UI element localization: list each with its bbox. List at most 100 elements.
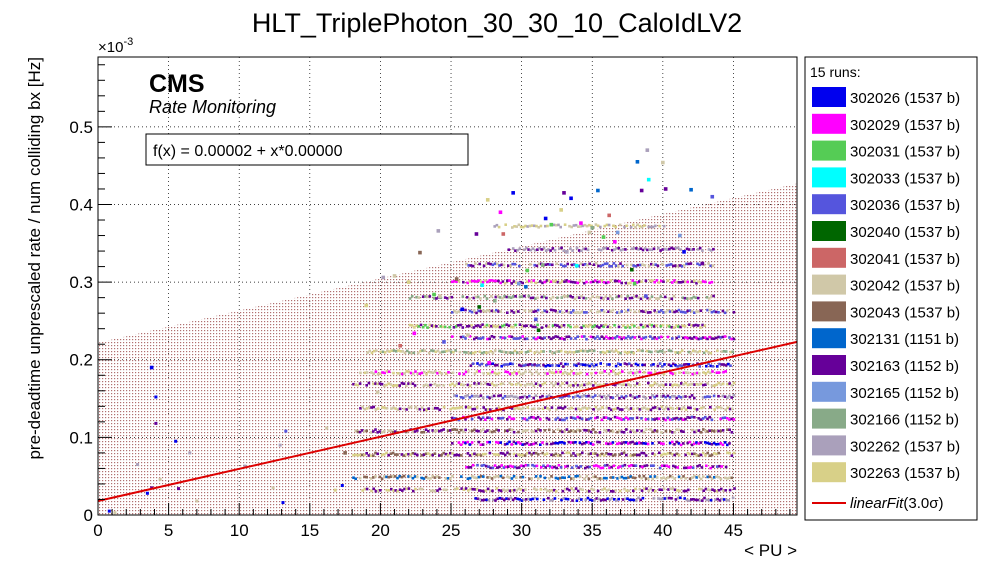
band-point: [690, 297, 693, 300]
band-point: [464, 428, 467, 432]
band-point: [365, 371, 369, 374]
band-point: [517, 407, 521, 410]
band-point: [663, 247, 667, 251]
band-point: [354, 429, 357, 433]
band-point: [453, 309, 456, 313]
band-point: [678, 489, 681, 493]
band-point: [541, 451, 544, 455]
band-point: [476, 324, 480, 327]
band-point: [568, 488, 571, 492]
band-point: [620, 430, 624, 434]
band-point: [401, 372, 404, 376]
band-point: [618, 429, 621, 433]
x-tick-label: 30: [512, 521, 531, 540]
band-point: [463, 350, 466, 354]
band-point: [628, 326, 632, 329]
band-point: [499, 417, 502, 420]
band-point: [720, 350, 724, 353]
band-point: [555, 350, 559, 353]
band-point: [623, 350, 627, 354]
band-point: [652, 464, 655, 467]
band-point: [712, 294, 715, 298]
band-point: [697, 417, 700, 420]
band-point: [563, 223, 567, 226]
band-point: [691, 382, 694, 386]
band-point: [664, 452, 668, 456]
band-point: [534, 382, 538, 385]
band-point: [611, 430, 615, 433]
band-point: [587, 441, 590, 444]
band-point: [583, 406, 587, 409]
band-point: [462, 488, 466, 491]
band-point: [650, 364, 653, 367]
band-point: [440, 454, 443, 457]
band-point: [680, 382, 683, 385]
band-point: [669, 474, 672, 478]
band-point: [668, 396, 672, 399]
band-point: [693, 430, 696, 434]
band-point: [537, 477, 540, 480]
band-point: [542, 246, 546, 250]
band-point: [561, 418, 564, 422]
band-point: [600, 335, 604, 338]
band-point: [717, 442, 720, 446]
band-point: [598, 454, 602, 457]
band-point: [380, 382, 384, 386]
band-point: [723, 395, 727, 398]
band-point: [592, 428, 595, 431]
band-point: [534, 451, 538, 455]
band-point: [481, 280, 485, 284]
band-point: [518, 466, 521, 469]
band-point: [464, 418, 467, 421]
band-point: [501, 396, 505, 400]
band-point: [392, 489, 395, 492]
band-point: [534, 297, 537, 300]
band-point: [694, 498, 697, 502]
band-point: [363, 475, 366, 479]
band-point: [410, 351, 413, 355]
band-point: [428, 323, 432, 327]
band-point: [488, 383, 492, 386]
band-point: [512, 417, 516, 421]
band-point: [589, 335, 593, 339]
band-point: [551, 324, 555, 327]
band-point: [701, 396, 705, 399]
band-point: [519, 383, 522, 387]
band-point: [508, 476, 511, 479]
band-point: [594, 381, 597, 385]
band-point: [659, 324, 663, 328]
band-point: [629, 441, 632, 444]
band-point: [600, 477, 604, 481]
band-point: [649, 384, 652, 387]
band-point: [614, 453, 617, 456]
band-point: [730, 431, 734, 434]
band-point: [467, 370, 470, 373]
band-point: [363, 429, 366, 433]
band-point: [608, 350, 611, 354]
band-point: [518, 498, 521, 501]
band-point: [427, 476, 430, 480]
band-point: [451, 406, 455, 410]
band-point: [706, 417, 709, 421]
band-point: [507, 248, 511, 251]
band-point: [675, 416, 678, 420]
x-axis-label: < PU >: [744, 541, 797, 560]
point-302036: [533, 317, 538, 322]
band-point: [661, 365, 664, 368]
band-point: [644, 335, 648, 339]
band-point: [575, 246, 579, 250]
band-point: [689, 465, 693, 469]
band-point: [623, 463, 627, 467]
band-point: [671, 487, 675, 490]
band-point: [611, 308, 615, 312]
band-point: [491, 351, 495, 355]
band-point: [578, 475, 582, 478]
band-point: [536, 308, 540, 312]
band-point: [486, 487, 490, 491]
band-point: [530, 443, 533, 446]
band-point: [618, 382, 621, 385]
band-point: [531, 497, 535, 501]
band-point: [488, 451, 492, 455]
band-point: [678, 264, 682, 267]
band-point: [679, 325, 682, 329]
